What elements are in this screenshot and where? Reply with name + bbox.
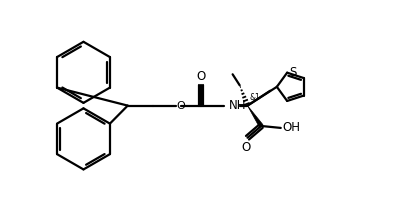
Text: O: O — [197, 70, 206, 82]
Polygon shape — [247, 106, 263, 127]
Text: S: S — [289, 66, 296, 79]
Text: NH: NH — [229, 99, 246, 112]
Text: OH: OH — [282, 121, 300, 134]
Text: O: O — [241, 141, 251, 154]
Text: &1: &1 — [249, 93, 260, 102]
Text: O: O — [176, 101, 185, 111]
